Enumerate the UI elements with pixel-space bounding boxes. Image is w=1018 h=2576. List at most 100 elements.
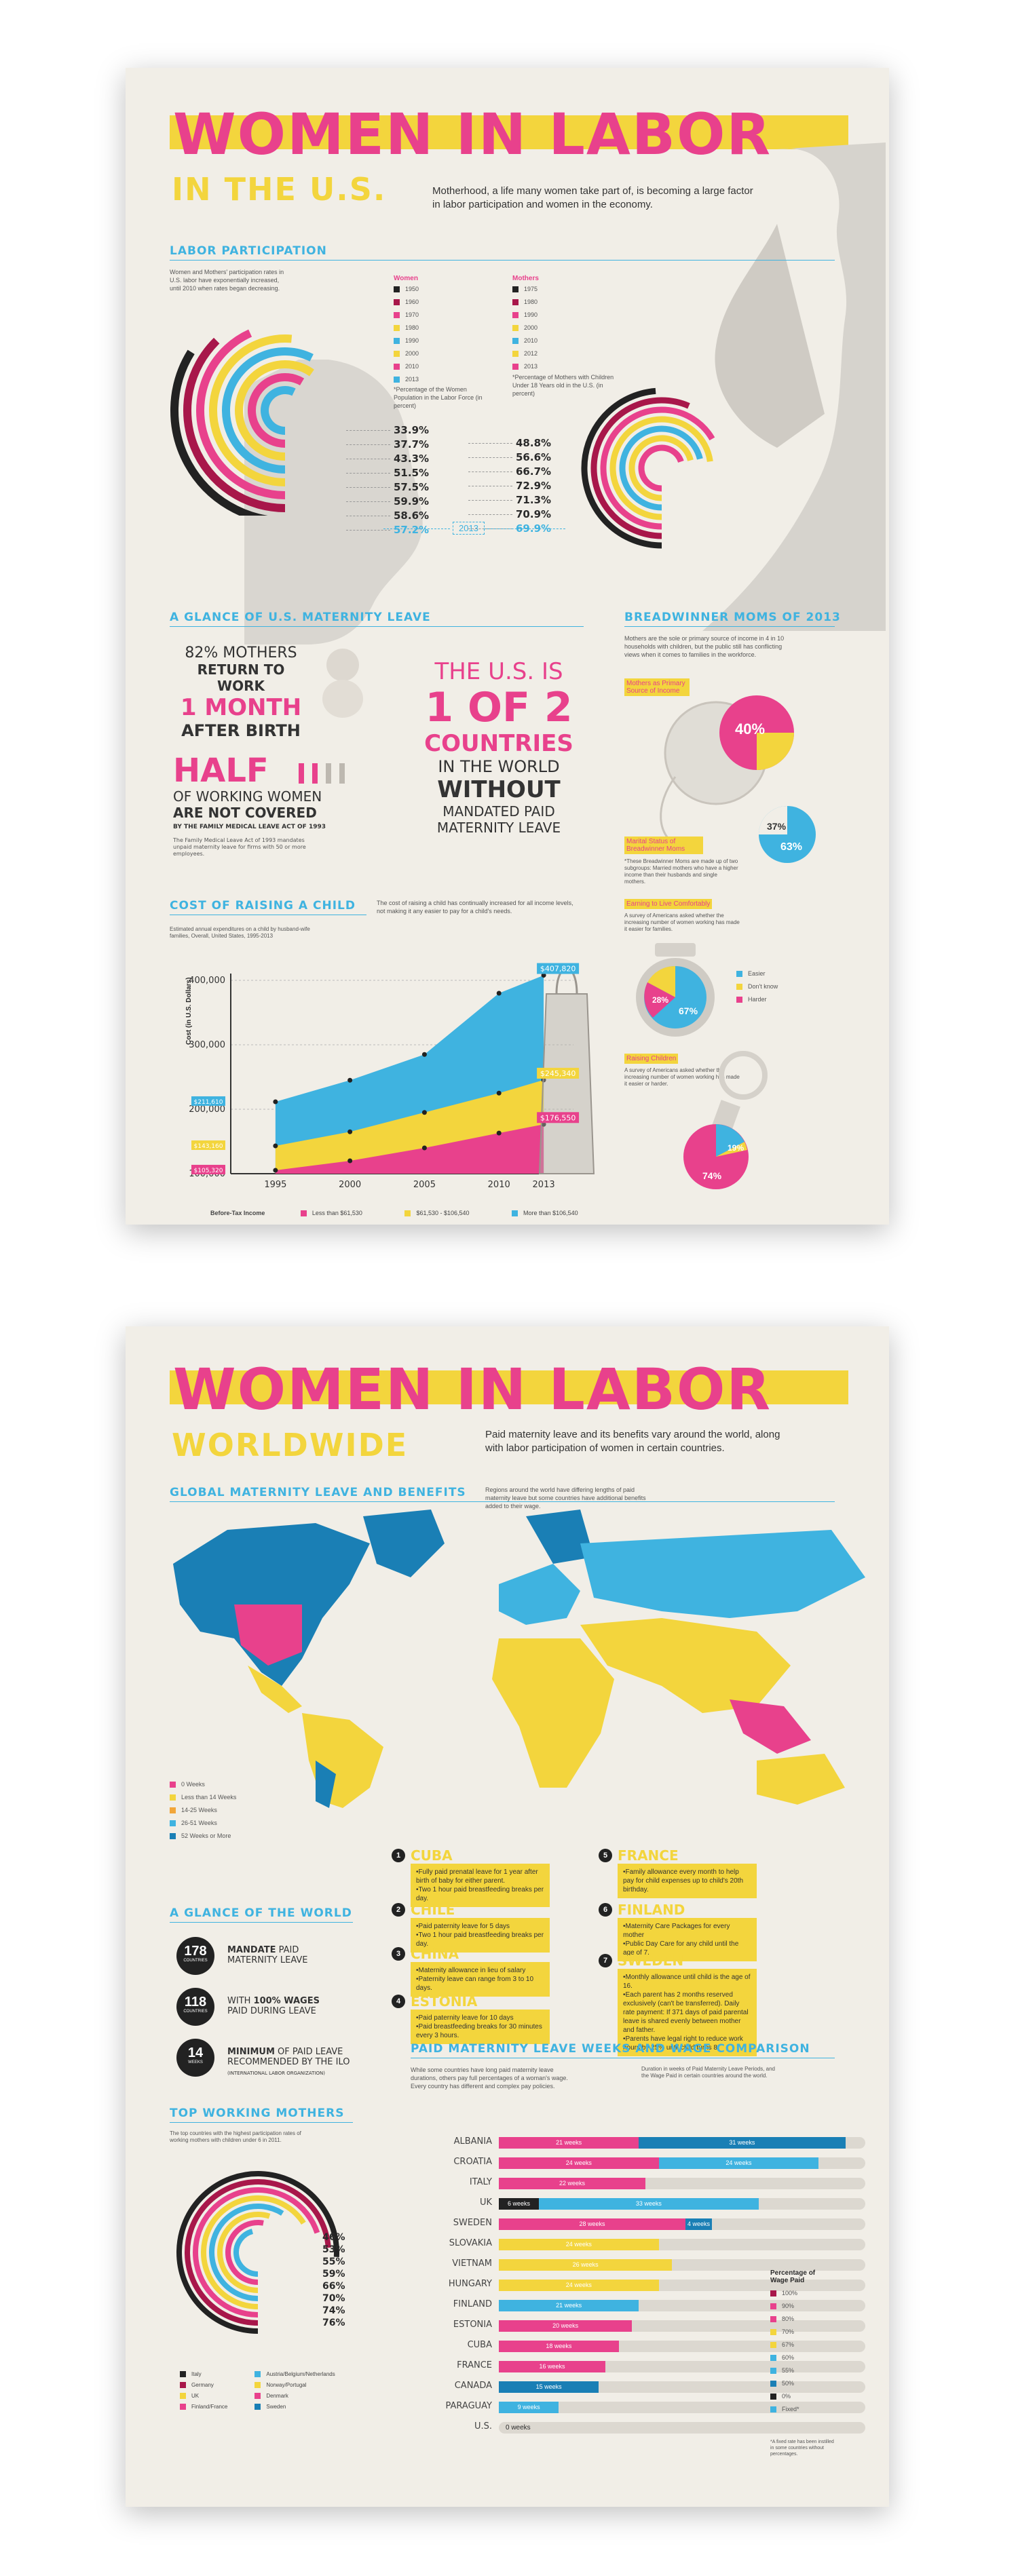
women-legend-title: Women xyxy=(394,275,418,282)
breadwinner-value2a: 37% xyxy=(767,821,787,832)
women-legend-item: 2013 xyxy=(394,376,419,389)
fact-box: •Paid paternity leave for 10 days •Paid … xyxy=(411,2010,550,2044)
fact-title: SWEDEN xyxy=(618,1953,684,1969)
map-legend: 0 Weeks Less than 14 Weeks 14-25 Weeks 2… xyxy=(170,1781,236,1845)
mothers-value: 66.7% xyxy=(516,465,552,478)
mothers-legend-item: 1980 xyxy=(512,299,539,311)
mothers-value: 72.9% xyxy=(516,480,552,492)
mothers-legend-title: Mothers xyxy=(512,275,539,282)
data-point xyxy=(421,1052,427,1057)
top-mothers-value: 70% xyxy=(322,2293,345,2304)
callout-label: $176,550 xyxy=(540,1113,576,1122)
women-value: 57.2% xyxy=(394,524,430,536)
cost-legend: Before-Tax Income Less than $61,530 $61,… xyxy=(210,1210,578,1217)
map-heading: GLOBAL MATERNITY LEAVE AND BENEFITS xyxy=(170,1486,466,1499)
country-label: HUNGARY xyxy=(448,2279,492,2289)
country-label: CUBA xyxy=(467,2340,492,2350)
breadwinner-value2b: 63% xyxy=(780,841,803,853)
labor-desc: Women and Mothers' participation rates i… xyxy=(170,269,284,292)
glance-heading: A GLANCE OF THE WORLD xyxy=(170,1906,352,1920)
data-point xyxy=(496,1130,502,1136)
x-tick-label: 2013 xyxy=(533,1180,555,1190)
glance-circle: 118 COUNTRIES xyxy=(176,1988,214,2026)
bar-segment: 6 weeks xyxy=(499,2198,539,2210)
wage-footnote: *A fixed rate has been instilled in some… xyxy=(770,2440,834,2457)
breadwinner-desc3: A survey of Americans asked whether the … xyxy=(624,912,740,932)
x-tick-label: 1995 xyxy=(264,1180,286,1190)
top-mothers-arc xyxy=(185,2179,331,2326)
mothers-value: 70.9% xyxy=(516,508,552,520)
title-highlight xyxy=(170,115,848,149)
mothers-arc xyxy=(609,416,713,520)
breadwinner-label1: Mothers as Primary Source of Income xyxy=(624,678,690,696)
country-label: CROATIA xyxy=(453,2157,492,2167)
map-desc: Regions around the world have differing … xyxy=(485,1486,646,1510)
bar-segment: 24 weeks xyxy=(499,2280,659,2291)
bar-segment: 9 weeks xyxy=(499,2402,559,2413)
women-note: *Percentage of the Women Population in t… xyxy=(394,386,483,409)
country-label: VIETNAM xyxy=(452,2258,492,2269)
breadwinner-desc: Mothers are the sole or primary source o… xyxy=(624,635,785,658)
top-mothers-arc xyxy=(201,2195,306,2309)
cost-heading: COST OF RAISING A CHILD xyxy=(170,899,356,912)
stat-half: HALF OF WORKING WOMEN ARE NOT COVERED BY… xyxy=(173,752,326,857)
fact-title: CHILE xyxy=(411,1902,455,1918)
fact-number: 3 xyxy=(392,1947,405,1961)
poster2-subtitle: WORLDWIDE xyxy=(172,1427,409,1463)
y-tick-label: 400,000 xyxy=(189,976,225,986)
country-label: ESTONIA xyxy=(453,2320,492,2330)
y-tick-label: 300,000 xyxy=(189,1040,225,1050)
cost-note: Estimated annual expenditures on a child… xyxy=(170,926,310,939)
mothers-arc xyxy=(600,406,715,530)
stat-82: 82% MOTHERS RETURN TO WORK 1 MONTH AFTER… xyxy=(180,645,302,740)
country-label: FINLAND xyxy=(453,2299,492,2309)
women-legend-item: 1950 xyxy=(394,286,419,299)
bar-segment: 22 weeks xyxy=(499,2178,645,2189)
top-mothers-legend: Italy Germany UK Finland/France Austria/Bel… xyxy=(180,2371,335,2415)
mothers-legend-item: 1990 xyxy=(512,311,539,324)
mothers-value: 56.6% xyxy=(516,451,552,463)
breadwinner-value1: 40% xyxy=(735,720,766,737)
wage-legend-item: 0% xyxy=(770,2393,825,2406)
wage-legend-item: 67% xyxy=(770,2341,825,2354)
country-label: FRANCE xyxy=(457,2360,492,2370)
callout-label: $245,340 xyxy=(540,1069,576,1078)
breadwinner-label3: Earning to Live Comfortably xyxy=(624,899,713,909)
wage-desc: While some countries have long paid mate… xyxy=(411,2066,568,2090)
north-america xyxy=(173,1523,370,1713)
mothers-radial-chart xyxy=(581,387,715,549)
wage-legend-item: 50% xyxy=(770,2380,825,2393)
mothers-value: 71.3% xyxy=(516,494,552,506)
data-point xyxy=(347,1158,353,1164)
glance-text: MINIMUM OF PAID LEAVE RECOMMENDED BY THE … xyxy=(227,2047,350,2076)
callout-label: $143,160 xyxy=(194,1143,223,1150)
fact-box: •Maternity Care Packages for every mothe… xyxy=(618,1918,757,1961)
australia xyxy=(757,1754,845,1805)
fact-box: •Fully paid prenatal leave for 1 year af… xyxy=(411,1864,550,1907)
mother-illustration xyxy=(702,142,886,631)
women-arc xyxy=(209,334,293,486)
middle-east-asia xyxy=(580,1618,791,1713)
data-point xyxy=(541,973,546,978)
poster-us: WOMEN IN LABOR IN THE U.S. Motherhood, a… xyxy=(126,68,889,1225)
women-legend: Women 1950 1960 1970 1980 1990 2000 2010 2013 xyxy=(394,275,419,389)
mothers-arc xyxy=(590,397,690,539)
callout-label: $407,820 xyxy=(540,965,576,974)
fact-number: 2 xyxy=(392,1903,405,1917)
people-icons xyxy=(299,763,345,784)
top-mothers-radial-chart xyxy=(176,2171,339,2334)
fact-box: •Monthly allowance until child is the ag… xyxy=(618,1969,757,2056)
women-legend-item: 1980 xyxy=(394,324,419,337)
breadwinner-desc4: A survey of Americans asked whether the … xyxy=(624,1067,740,1087)
wage-note: Duration in weeks of Paid Maternity Leav… xyxy=(641,2066,775,2079)
fact-title: CHINA xyxy=(411,1946,459,1962)
x-tick-label: 2000 xyxy=(339,1180,361,1190)
women-arc xyxy=(248,373,305,448)
mothers-legend-item: 2000 xyxy=(512,324,539,337)
top-mothers-arc xyxy=(193,2187,320,2318)
europe xyxy=(499,1510,594,1625)
bar-segment: 21 weeks xyxy=(499,2137,639,2149)
wage-heading: PAID MATERNITY LEAVE WEEKS AND WAGE COMP… xyxy=(411,2042,810,2056)
baby-illustration xyxy=(322,649,363,718)
stat-us-one-of-two: THE U.S. IS 1 OF 2 COUNTRIES IN THE WORL… xyxy=(424,658,573,836)
